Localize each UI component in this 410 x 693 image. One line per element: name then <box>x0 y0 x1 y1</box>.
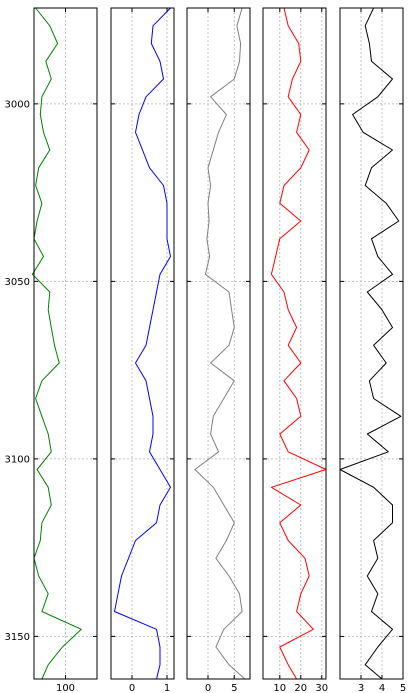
panel-3-frame <box>186 7 251 680</box>
panel-4-xtick-label-3: 30 <box>315 683 328 693</box>
panel-3-series-line <box>194 7 246 680</box>
panel-2-xtick-label-2: 1 <box>164 683 170 693</box>
panel-1-series-line <box>31 7 82 680</box>
panel-3-xtick-label-2: 5 <box>231 683 237 693</box>
panel-4-xtick-label-2: 20 <box>294 683 307 693</box>
panel-5-frame <box>339 7 404 680</box>
panel-5-xtick-label-1: 3 <box>358 683 364 693</box>
ytick-label-4: 3150 <box>5 632 30 643</box>
panel-2-xtick-label-1: 0 <box>129 683 135 693</box>
panel-2-series-line <box>114 7 171 680</box>
panel-1-xtick-label-1: 100 <box>56 683 75 693</box>
ytick-label-2: 3050 <box>5 277 30 288</box>
panel-4-xtick-label-1: 10 <box>273 683 286 693</box>
panel-2-frame <box>110 7 175 680</box>
panel-3-xtick-label-1: 0 <box>205 683 211 693</box>
panel-5-xtick-label-3: 5 <box>400 683 406 693</box>
panel-5-series-line <box>339 7 402 680</box>
panel-4-frame <box>262 7 327 680</box>
ytick-label-1: 3000 <box>5 99 30 110</box>
panel-5-xtick-label-2: 4 <box>379 683 385 693</box>
panel-4-series-line <box>270 7 327 680</box>
ytick-label-3: 3100 <box>5 454 30 465</box>
